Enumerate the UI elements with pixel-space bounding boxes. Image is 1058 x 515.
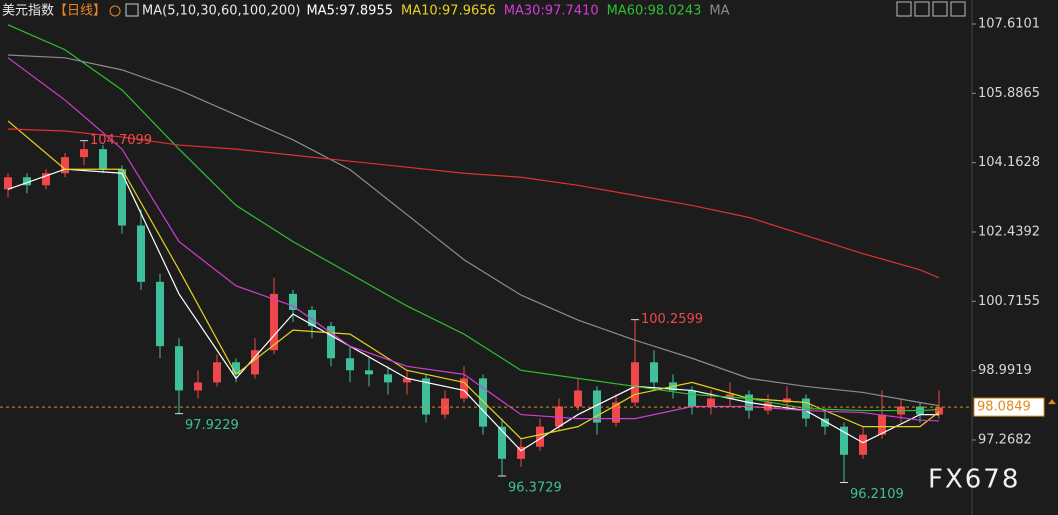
plot: 107.6101 105.8865 104.1628 102.4392 100.7155… — [0, 17, 1056, 502]
annotation-label: 97.9229 — [185, 418, 239, 433]
y-tick-label: 100.7155 — [978, 294, 1040, 309]
ma-line — [7, 24, 940, 412]
candle-body — [403, 378, 411, 383]
candle-body — [707, 398, 715, 407]
candle-body — [726, 394, 734, 399]
candle-body — [289, 293, 297, 310]
candle-body — [479, 378, 487, 427]
current-price-box — [973, 397, 1045, 417]
candle-body — [878, 414, 886, 435]
tool-button[interactable] — [932, 1, 948, 17]
candle-body — [232, 362, 240, 375]
candle-body — [631, 362, 639, 403]
legend-entry: MA30:97.7410 — [504, 4, 599, 19]
candle-body — [270, 293, 278, 351]
candle-body — [650, 362, 658, 383]
ma-setting: MA(5,10,30,60,100,200) — [142, 4, 300, 19]
candle-body — [536, 426, 544, 447]
legend-entry: MA10:97.9656 — [401, 4, 496, 19]
annotation-label: 96.2109 — [850, 487, 904, 502]
annotation-label: 100.2599 — [641, 312, 703, 327]
candle-body — [365, 370, 373, 375]
candle-body — [498, 426, 506, 459]
candle-body — [42, 173, 50, 186]
tool-button[interactable] — [896, 1, 912, 17]
candle-body — [156, 281, 164, 347]
candle-body — [935, 407, 943, 415]
candle-body — [251, 350, 259, 375]
ma-line — [7, 57, 940, 422]
candle-body — [460, 378, 468, 399]
candle-body — [346, 358, 354, 371]
legend-entry: MA5:97.8955 — [306, 4, 393, 19]
y-tick-label: 102.4392 — [978, 224, 1040, 239]
candle-body — [118, 169, 126, 226]
candle-body — [80, 149, 88, 158]
candle-body — [859, 434, 867, 455]
instrument-name: 美元指数 — [2, 4, 54, 19]
ma-line — [7, 54, 940, 407]
candle-body — [688, 390, 696, 407]
add-icon — [109, 5, 121, 17]
candle-body — [23, 177, 31, 186]
candle-body — [4, 177, 12, 190]
legend-entry: MA — [709, 4, 729, 19]
toolbar[interactable] — [896, 1, 966, 17]
price-arrow — [1048, 399, 1056, 405]
y-tick-label: 98.9919 — [978, 363, 1032, 378]
candle-body — [384, 374, 392, 383]
candle-body — [574, 390, 582, 407]
watermark: FX678 — [928, 465, 1020, 495]
candle-body — [517, 446, 525, 459]
ma-line — [7, 128, 940, 279]
y-tick-label: 104.1628 — [978, 155, 1040, 170]
candle-body — [194, 382, 202, 391]
candle-body — [175, 346, 183, 391]
y-tick-label: 97.2682 — [978, 432, 1032, 447]
annotation-label: 104.7099 — [90, 133, 152, 148]
header: 美元指数 【日线】 MA(5,10,30,60,100,200) MA5:97.895… — [2, 3, 730, 19]
candle-body — [137, 225, 145, 282]
tool-button[interactable] — [914, 1, 930, 17]
tool-button[interactable] — [950, 1, 966, 17]
candle-body — [99, 149, 107, 170]
legend-entry: MA60:98.0243 — [607, 4, 702, 19]
candle-body — [441, 398, 449, 415]
candle-body — [213, 362, 221, 383]
candle-body — [308, 309, 316, 327]
candle-body — [61, 157, 69, 174]
y-tick-label: 105.8865 — [978, 86, 1040, 101]
candle-body — [327, 326, 335, 359]
ma-line — [7, 168, 940, 452]
current-price-label: 98.0849 — [977, 400, 1031, 415]
candle-body — [555, 406, 563, 427]
period: 【日线】 — [54, 4, 106, 19]
candle-body — [821, 418, 829, 427]
ma-icon — [125, 3, 139, 17]
y-tick-label: 107.6101 — [978, 17, 1040, 32]
ma-line — [7, 120, 940, 440]
annotation-label: 96.3729 — [508, 480, 562, 495]
candle-body — [593, 390, 601, 423]
candle-body — [612, 402, 620, 423]
candle-body — [783, 398, 791, 403]
candle-body — [840, 426, 848, 455]
candle-body — [764, 402, 772, 411]
candle-body — [422, 378, 430, 415]
